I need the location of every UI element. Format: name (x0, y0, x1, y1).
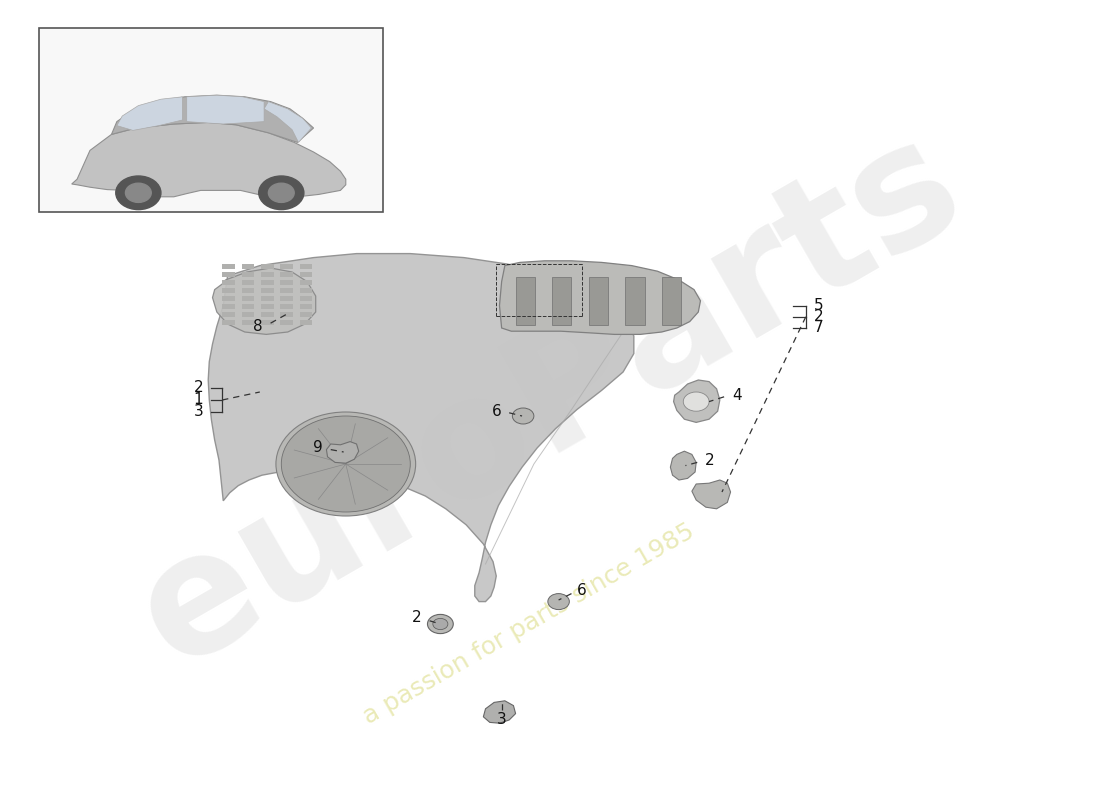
Bar (242, 312, 254, 317)
Text: 2: 2 (194, 381, 204, 395)
Bar (299, 272, 312, 277)
Text: 2: 2 (814, 310, 824, 324)
Text: euroParts: euroParts (111, 99, 989, 701)
Circle shape (548, 594, 570, 610)
Polygon shape (673, 380, 719, 422)
Bar (222, 312, 235, 317)
Circle shape (258, 176, 304, 210)
Bar (280, 272, 293, 277)
Bar (261, 272, 274, 277)
FancyBboxPatch shape (40, 28, 384, 212)
Bar (261, 288, 274, 293)
Circle shape (428, 614, 453, 634)
Bar (516, 277, 535, 325)
Bar (261, 264, 274, 269)
Bar (299, 320, 312, 325)
Bar (242, 272, 254, 277)
Circle shape (276, 412, 416, 516)
Polygon shape (72, 122, 345, 198)
Bar (222, 304, 235, 309)
Bar (261, 280, 274, 285)
Polygon shape (117, 97, 183, 130)
Bar (261, 296, 274, 301)
Text: 4: 4 (733, 388, 741, 402)
Bar (222, 288, 235, 293)
Text: 1: 1 (194, 393, 204, 407)
Bar (222, 320, 235, 325)
Text: 6: 6 (578, 583, 587, 598)
Bar (222, 280, 235, 285)
Text: 5: 5 (814, 298, 824, 313)
Bar (299, 264, 312, 269)
Bar (242, 320, 254, 325)
Bar (299, 312, 312, 317)
Bar (242, 304, 254, 309)
Circle shape (282, 416, 410, 512)
Bar (299, 288, 312, 293)
Bar (280, 280, 293, 285)
Polygon shape (483, 701, 516, 723)
Circle shape (116, 176, 161, 210)
Polygon shape (212, 268, 316, 334)
Bar (242, 288, 254, 293)
Bar (261, 320, 274, 325)
Bar (280, 288, 293, 293)
Bar (222, 272, 235, 277)
Text: 3: 3 (497, 713, 506, 727)
Circle shape (268, 183, 294, 202)
Bar (625, 277, 645, 325)
Bar (299, 280, 312, 285)
Text: 6: 6 (492, 404, 502, 418)
Text: 8: 8 (253, 319, 263, 334)
Text: 2: 2 (705, 454, 715, 468)
Bar (222, 264, 235, 269)
Polygon shape (692, 480, 730, 509)
Circle shape (432, 618, 448, 630)
Polygon shape (111, 95, 314, 142)
Text: 7: 7 (814, 321, 824, 335)
Text: 9: 9 (314, 441, 322, 455)
Bar (222, 296, 235, 301)
Circle shape (513, 408, 534, 424)
Polygon shape (187, 95, 264, 124)
Bar (299, 304, 312, 309)
Polygon shape (208, 254, 634, 602)
Polygon shape (499, 261, 701, 334)
Bar (242, 296, 254, 301)
Bar (280, 312, 293, 317)
Bar (588, 277, 608, 325)
Bar (280, 296, 293, 301)
Bar (662, 277, 681, 325)
Bar (552, 277, 572, 325)
Text: 3: 3 (194, 405, 204, 419)
Circle shape (125, 183, 151, 202)
Bar (280, 264, 293, 269)
Bar (261, 312, 274, 317)
Bar (242, 264, 254, 269)
Polygon shape (327, 442, 359, 463)
Bar (299, 296, 312, 301)
Bar (280, 320, 293, 325)
Polygon shape (264, 102, 311, 142)
Bar (242, 280, 254, 285)
Text: a passion for parts since 1985: a passion for parts since 1985 (359, 519, 698, 729)
Bar (280, 304, 293, 309)
Bar (261, 304, 274, 309)
Circle shape (683, 392, 710, 411)
Polygon shape (670, 451, 696, 480)
Text: 2: 2 (411, 610, 421, 625)
